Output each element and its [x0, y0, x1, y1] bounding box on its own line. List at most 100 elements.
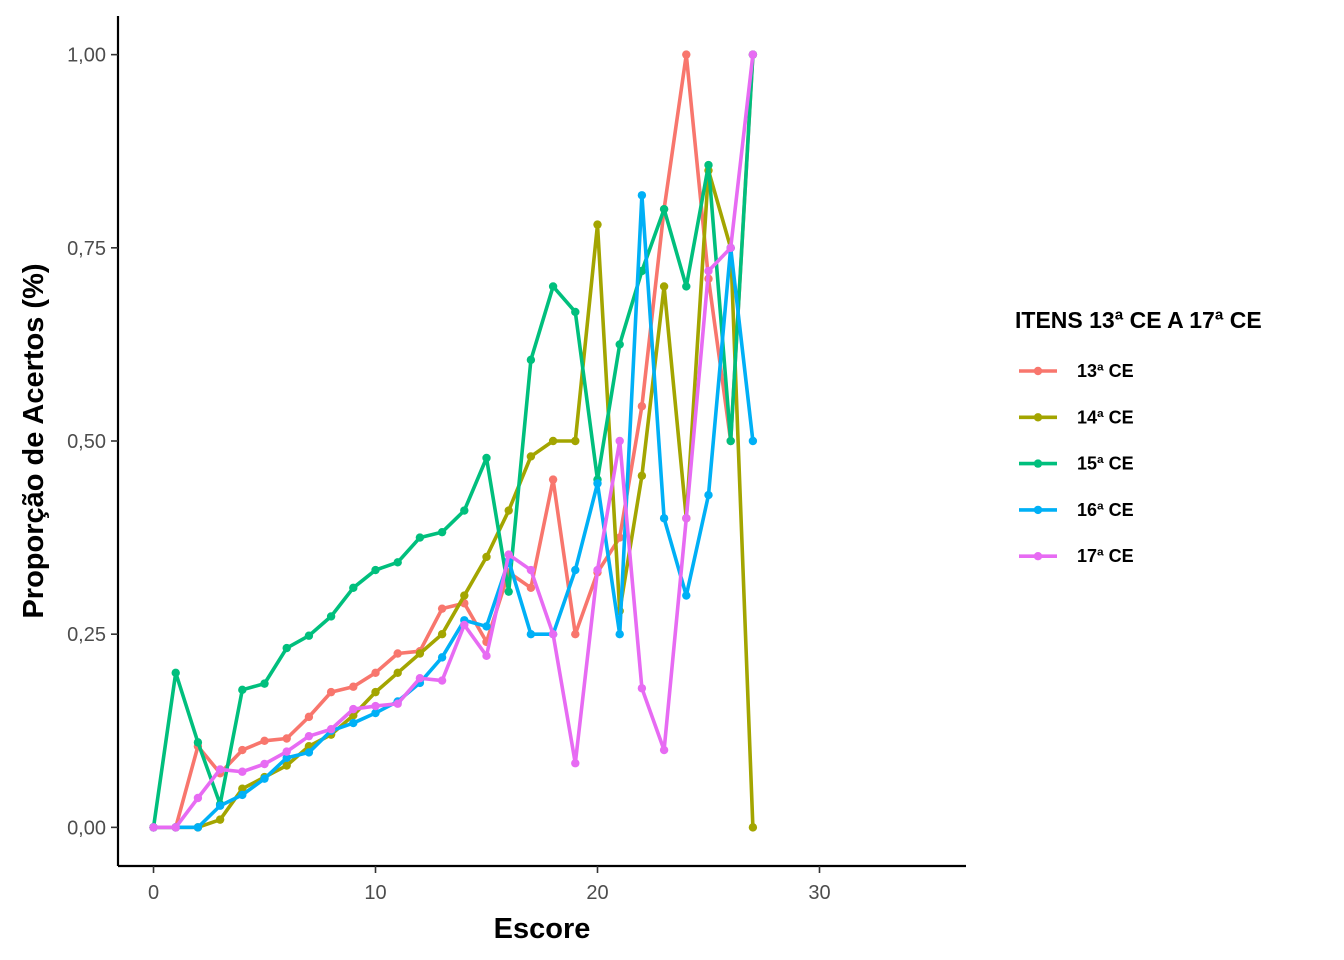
data-point — [593, 479, 602, 488]
y-tick-label: 0,25 — [67, 624, 106, 646]
data-point — [682, 514, 691, 523]
y-tick-label: 0,00 — [67, 817, 106, 839]
data-point — [393, 649, 402, 658]
data-point — [571, 629, 580, 639]
legend-label: 17ª CE — [1077, 546, 1134, 566]
data-point — [615, 436, 624, 446]
data-point — [482, 552, 491, 562]
data-point — [593, 220, 602, 229]
data-point — [460, 591, 469, 600]
legend-label: 14ª CE — [1077, 407, 1134, 427]
data-point — [371, 708, 380, 718]
data-point — [238, 745, 247, 755]
data-point — [326, 725, 336, 734]
data-point — [415, 674, 425, 683]
data-point — [659, 745, 669, 755]
data-point — [504, 550, 513, 559]
series-5 — [149, 50, 758, 832]
data-point — [704, 490, 713, 500]
data-point — [304, 748, 314, 757]
data-point — [637, 471, 647, 480]
y-tick-label: 0,75 — [67, 238, 106, 260]
data-point — [349, 682, 358, 691]
y-axis-title: Proporção de Acertos (%) — [18, 263, 50, 618]
data-point — [726, 436, 735, 446]
data-point — [238, 767, 247, 776]
x-axis-title: Escore — [494, 913, 591, 945]
data-point — [548, 475, 558, 484]
data-point — [371, 701, 380, 711]
data-point — [748, 50, 758, 59]
y-tick-label: 0,50 — [67, 431, 106, 453]
data-point — [238, 790, 247, 800]
data-point — [260, 759, 269, 769]
data-point — [482, 453, 491, 463]
data-point — [282, 734, 291, 743]
legend-item: 16ª CE — [1019, 500, 1134, 520]
data-point — [349, 583, 358, 593]
data-point — [682, 591, 691, 600]
data-point — [304, 712, 314, 722]
data-point — [193, 823, 203, 832]
legend-item: 17ª CE — [1019, 546, 1134, 566]
data-point — [615, 533, 624, 542]
data-point — [526, 452, 536, 461]
data-point — [171, 668, 180, 678]
legend-item: 14ª CE — [1019, 407, 1134, 427]
data-point — [548, 629, 558, 639]
data-point — [726, 243, 735, 253]
data-point — [748, 436, 758, 446]
data-point — [238, 685, 247, 695]
x-tick-label: 20 — [586, 882, 608, 904]
data-point — [326, 687, 336, 697]
legend-key-point — [1033, 459, 1043, 468]
x-tick-label: 0 — [148, 882, 159, 904]
legend: ITENS 13ª CE A 17ª CE 13ª CE 14ª CE 15ª CE… — [1015, 307, 1262, 566]
data-point — [437, 527, 447, 537]
data-point — [504, 506, 513, 515]
legend-key-point — [1033, 505, 1043, 515]
data-point — [215, 765, 225, 774]
data-point — [548, 282, 558, 291]
data-point — [571, 565, 580, 575]
data-point — [637, 191, 647, 200]
legend-item: 15ª CE — [1019, 454, 1134, 474]
data-point — [637, 684, 647, 693]
data-point — [615, 629, 624, 639]
x-tick-label: 10 — [364, 882, 386, 904]
data-point — [637, 402, 647, 411]
data-point — [571, 307, 580, 317]
data-point — [615, 340, 624, 349]
data-point — [260, 736, 269, 746]
data-point — [659, 514, 669, 523]
data-point — [571, 436, 580, 446]
data-point — [704, 266, 713, 276]
data-point — [171, 823, 180, 832]
data-point — [526, 565, 536, 575]
data-point — [682, 50, 691, 59]
data-point — [437, 676, 447, 685]
data-point — [282, 761, 291, 770]
legend-title: ITENS 13ª CE A 17ª CE — [1015, 307, 1262, 333]
data-point — [748, 823, 758, 832]
legend-key-point — [1033, 552, 1043, 561]
axis-ticks: 0 10 20 30 0,00 0,25 0,50 0,75 1,00 — [67, 45, 831, 904]
series-line — [151, 193, 755, 830]
data-point — [371, 565, 380, 575]
data-point — [304, 731, 314, 741]
data-point — [349, 718, 358, 728]
data-point — [415, 649, 425, 658]
data-point — [371, 668, 380, 678]
data-point — [238, 784, 247, 793]
data-point — [682, 282, 691, 291]
data-point — [393, 699, 402, 708]
data-point — [548, 436, 558, 446]
legend-item: 13ª CE — [1019, 361, 1134, 381]
data-point — [437, 629, 447, 639]
data-point — [193, 738, 203, 747]
legend-label: 15ª CE — [1077, 454, 1134, 474]
series-line — [151, 52, 755, 830]
data-point — [260, 774, 269, 783]
data-point — [659, 282, 669, 291]
data-point — [526, 629, 536, 639]
